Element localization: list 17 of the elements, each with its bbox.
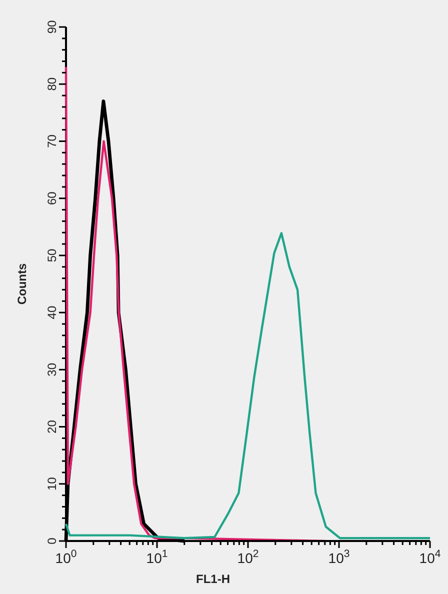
x-tick-label: 10$^{4}$ (419, 548, 441, 566)
y-tick-label: 80 (45, 77, 59, 91)
x-tick-label: 10$^{2}$ (237, 548, 259, 566)
y-tick-label: 40 (45, 306, 59, 320)
x-tick-label: 10$^{0}$ (55, 548, 77, 566)
y-tick-label: 60 (45, 191, 59, 206)
y-tick-label: 0 (45, 537, 59, 544)
x-tick-label: 10$^{1}$ (146, 548, 168, 566)
y-axis-title: Counts (15, 263, 29, 305)
y-tick-label: 90 (45, 20, 59, 34)
y-tick-label: 30 (45, 362, 59, 376)
x-tick-label: 10$^{3}$ (328, 548, 350, 566)
y-tick-label: 20 (45, 420, 59, 434)
x-axis-title: FL1-H (196, 572, 230, 586)
y-tick-label: 10 (45, 476, 59, 491)
y-tick-label: 50 (45, 248, 59, 262)
y-tick-label: 70 (45, 134, 59, 148)
